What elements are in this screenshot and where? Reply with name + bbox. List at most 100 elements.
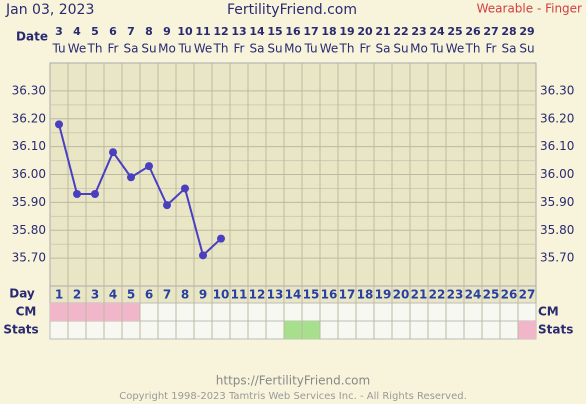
weekday-label: Fr [486, 42, 497, 56]
temp-point [145, 162, 153, 171]
date-label: 25 [447, 25, 462, 38]
y-tick-label: 36.20 [12, 111, 46, 125]
date-label: 23 [411, 25, 426, 38]
weekday-label: Mo [284, 42, 302, 56]
y-tick-label: 35.80 [12, 223, 46, 237]
header-date: Jan 03, 2023 [5, 2, 94, 18]
day-number: 13 [267, 288, 284, 302]
y-tick-label: 35.90 [12, 195, 46, 209]
date-label: 21 [375, 25, 390, 38]
weekday-label: Tu [303, 42, 317, 56]
weekday-label: Fr [234, 42, 245, 56]
y-tick-label: 35.70 [12, 251, 46, 265]
date-label: 6 [109, 25, 117, 38]
y-tick-label: 36.00 [12, 167, 46, 181]
day-number: 7 [163, 288, 171, 302]
date-label: 28 [501, 25, 516, 38]
weekday-label: Tu [177, 42, 191, 56]
day-number: 6 [145, 288, 153, 302]
day-label: Day [9, 287, 35, 301]
day-number: 9 [199, 288, 207, 302]
cm-cell [122, 303, 140, 321]
weekday-label: We [320, 42, 339, 56]
temp-point [73, 190, 81, 199]
day-number: 4 [109, 288, 117, 302]
day-number: 22 [429, 288, 446, 302]
temp-point [127, 173, 135, 182]
date-label: 13 [231, 25, 246, 38]
day-number: 26 [501, 288, 518, 302]
day-number: 25 [483, 288, 500, 302]
day-number: 17 [339, 288, 356, 302]
weekday-label: Th [87, 42, 103, 56]
temp-point [217, 234, 225, 243]
day-number: 20 [393, 288, 410, 302]
date-label: 11 [195, 25, 210, 38]
date-label: 14 [249, 25, 265, 38]
copyright: Copyright 1998-2023 Tamtris Web Services… [119, 391, 467, 402]
y-tick-label-right: 36.00 [540, 167, 574, 181]
date-label: 22 [393, 25, 408, 38]
date-label: 4 [73, 25, 81, 38]
day-number: 11 [231, 288, 248, 302]
date-label: 20 [357, 25, 373, 38]
date-label: 29 [519, 25, 534, 38]
date-label: 19 [339, 25, 354, 38]
stats-cell [518, 321, 536, 339]
weekday-label: We [446, 42, 465, 56]
weekday-label: Sa [250, 42, 265, 56]
weekday-label: Su [393, 42, 408, 56]
temp-point [163, 201, 171, 210]
temp-point [109, 148, 117, 157]
temp-point [55, 120, 63, 129]
weekday-label: Th [213, 42, 229, 56]
cm-label-right: CM [538, 305, 559, 319]
weekday-label: Su [267, 42, 282, 56]
date-label: 16 [285, 25, 301, 38]
weekday-label: Tu [51, 42, 65, 56]
stats-label-right: Stats [538, 323, 573, 337]
weekday-label: Fr [360, 42, 371, 56]
date-label: 7 [127, 25, 135, 38]
temp-point [91, 190, 99, 199]
weekday-label: Th [339, 42, 355, 56]
date-label: 8 [145, 25, 153, 38]
date-label: 27 [483, 25, 498, 38]
day-number: 8 [181, 288, 189, 302]
cm-cell [104, 303, 122, 321]
date-label: 15 [267, 25, 282, 38]
weekday-label: Sa [376, 42, 391, 56]
weekday-label: We [68, 42, 87, 56]
date-label: 17 [303, 25, 318, 38]
y-tick-label-right: 35.80 [540, 223, 574, 237]
y-tick-label-right: 36.30 [540, 83, 574, 97]
day-number: 2 [73, 288, 81, 302]
day-number: 14 [285, 288, 302, 302]
cm-cell [86, 303, 104, 321]
footer-url: https://FertilityFriend.com [216, 374, 370, 388]
day-number: 15 [303, 288, 320, 302]
temp-point [181, 184, 189, 193]
day-number: 3 [91, 288, 99, 302]
y-tick-label-right: 36.20 [540, 111, 574, 125]
y-tick-label-right: 35.90 [540, 195, 574, 209]
date-label: 10 [177, 25, 193, 38]
day-number: 12 [249, 288, 266, 302]
weekday-label: Sa [502, 42, 517, 56]
day-number: 5 [127, 288, 135, 302]
site-title: FertilityFriend.com [227, 2, 357, 18]
y-tick-label: 36.30 [12, 83, 46, 97]
y-tick-label-right: 36.10 [540, 139, 574, 153]
date-label: 9 [163, 25, 171, 38]
date-label: 3 [55, 25, 63, 38]
weekday-label: Su [519, 42, 534, 56]
date-label: 24 [429, 25, 445, 38]
temp-point [199, 251, 207, 260]
day-number: 16 [321, 288, 338, 302]
day-number: 27 [519, 288, 536, 302]
stats-label: Stats [3, 323, 38, 337]
cm-cell [68, 303, 86, 321]
date-label: 5 [91, 25, 99, 38]
weekday-label: Tu [429, 42, 443, 56]
